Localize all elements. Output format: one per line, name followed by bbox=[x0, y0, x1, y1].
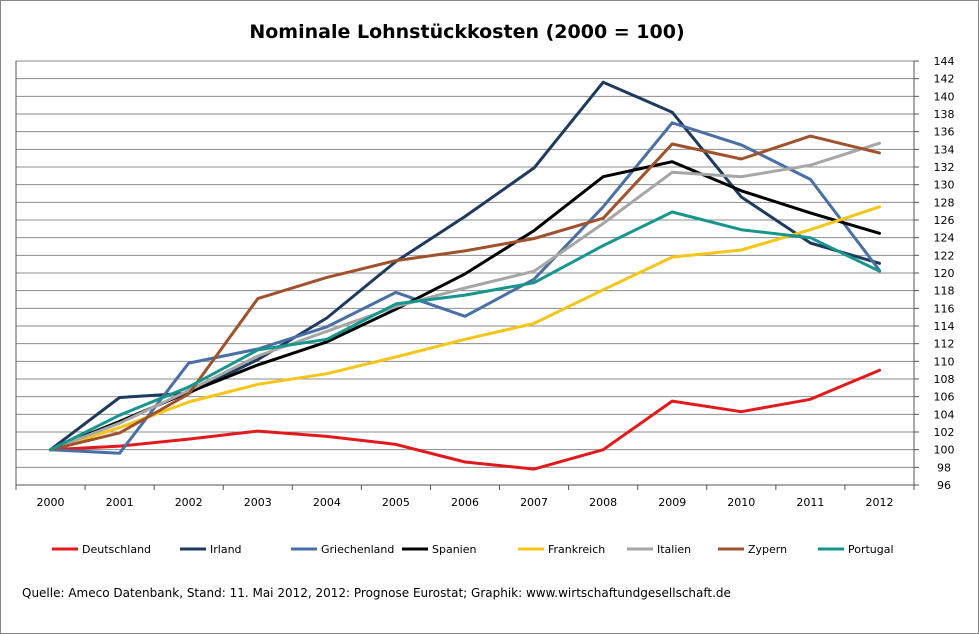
legend-item-frankreich: Frankreich bbox=[518, 543, 605, 556]
x-tick-label: 2005 bbox=[382, 496, 410, 509]
x-tick-label: 2008 bbox=[589, 496, 617, 509]
legend-item-italien: Italien bbox=[627, 543, 691, 556]
legend-label: Italien bbox=[657, 543, 691, 556]
x-tick-label: 2011 bbox=[796, 496, 824, 509]
series-lines bbox=[49, 80, 881, 471]
legend-label: Irland bbox=[210, 543, 242, 556]
legend-label: Frankreich bbox=[548, 543, 605, 556]
legend-item-griechenland: Griechenland bbox=[291, 543, 394, 556]
x-tick-label: 2010 bbox=[727, 496, 755, 509]
x-tick-label: 2002 bbox=[175, 496, 203, 509]
y-tick-label: 100 bbox=[934, 444, 955, 457]
y-tick-label: 142 bbox=[934, 73, 955, 86]
y-tick-label: 122 bbox=[934, 249, 955, 262]
legend-label: Griechenland bbox=[321, 543, 394, 556]
legend-item-zypern: Zypern bbox=[718, 543, 787, 556]
x-tick-label: 2007 bbox=[520, 496, 548, 509]
y-tick-label: 140 bbox=[934, 90, 955, 103]
legend-label: Spanien bbox=[432, 543, 477, 556]
legend-item-irland: Irland bbox=[180, 543, 242, 556]
legend-label: Deutschland bbox=[82, 543, 151, 556]
y-tick-label: 108 bbox=[934, 373, 955, 386]
y-tick-label: 96 bbox=[937, 479, 951, 492]
y-tick-label: 118 bbox=[934, 285, 955, 298]
series-line-frankreich bbox=[49, 205, 881, 452]
y-tick-label: 98 bbox=[937, 461, 951, 474]
x-tick-label: 2003 bbox=[244, 496, 272, 509]
y-tick-label: 116 bbox=[934, 302, 955, 315]
y-tick-label: 110 bbox=[934, 355, 955, 368]
legend-item-spanien: Spanien bbox=[402, 543, 477, 556]
y-tick-label: 132 bbox=[934, 161, 955, 174]
source-note: Quelle: Ameco Datenbank, Stand: 11. Mai … bbox=[22, 586, 731, 600]
series-line-griechenland bbox=[49, 121, 881, 455]
series-line-italien bbox=[49, 141, 881, 452]
series-line-zypern bbox=[49, 134, 881, 452]
y-tick-label: 136 bbox=[934, 126, 955, 139]
series-line-portugal bbox=[49, 210, 881, 452]
legend-item-portugal: Portugal bbox=[818, 543, 894, 556]
y-tick-label: 126 bbox=[934, 214, 955, 227]
y-tick-label: 106 bbox=[934, 391, 955, 404]
series-line-deutschland bbox=[49, 368, 881, 471]
y-tick-label: 120 bbox=[934, 267, 955, 280]
y-tick-label: 138 bbox=[934, 108, 955, 121]
chart-title: Nominale Lohnstückkosten (2000 = 100) bbox=[249, 21, 684, 43]
x-tick-label: 2001 bbox=[106, 496, 134, 509]
legend: Deutschland Irland Griechenland Spanien Fran… bbox=[52, 543, 894, 556]
axes: 96 98 100 102 104 106 108 110 112 114 116 118 120 122… bbox=[15, 55, 955, 509]
y-tick-label: 104 bbox=[934, 408, 955, 421]
x-tick-label: 2000 bbox=[37, 496, 65, 509]
y-tick-label: 134 bbox=[934, 143, 955, 156]
y-tick-label: 114 bbox=[934, 320, 955, 333]
y-tick-label: 130 bbox=[934, 179, 955, 192]
legend-label: Portugal bbox=[848, 543, 894, 556]
x-tick-label: 2009 bbox=[658, 496, 686, 509]
x-tick-label: 2012 bbox=[865, 496, 893, 509]
y-tick-label: 102 bbox=[934, 426, 955, 439]
x-tick-label: 2006 bbox=[451, 496, 479, 509]
y-tick-label: 128 bbox=[934, 196, 955, 209]
y-tick-label: 112 bbox=[934, 338, 955, 351]
y-tick-label: 124 bbox=[934, 232, 955, 245]
legend-item-deutschland: Deutschland bbox=[52, 543, 151, 556]
legend-label: Zypern bbox=[748, 543, 787, 556]
x-tick-label: 2004 bbox=[313, 496, 341, 509]
y-tick-label: 144 bbox=[934, 55, 955, 68]
